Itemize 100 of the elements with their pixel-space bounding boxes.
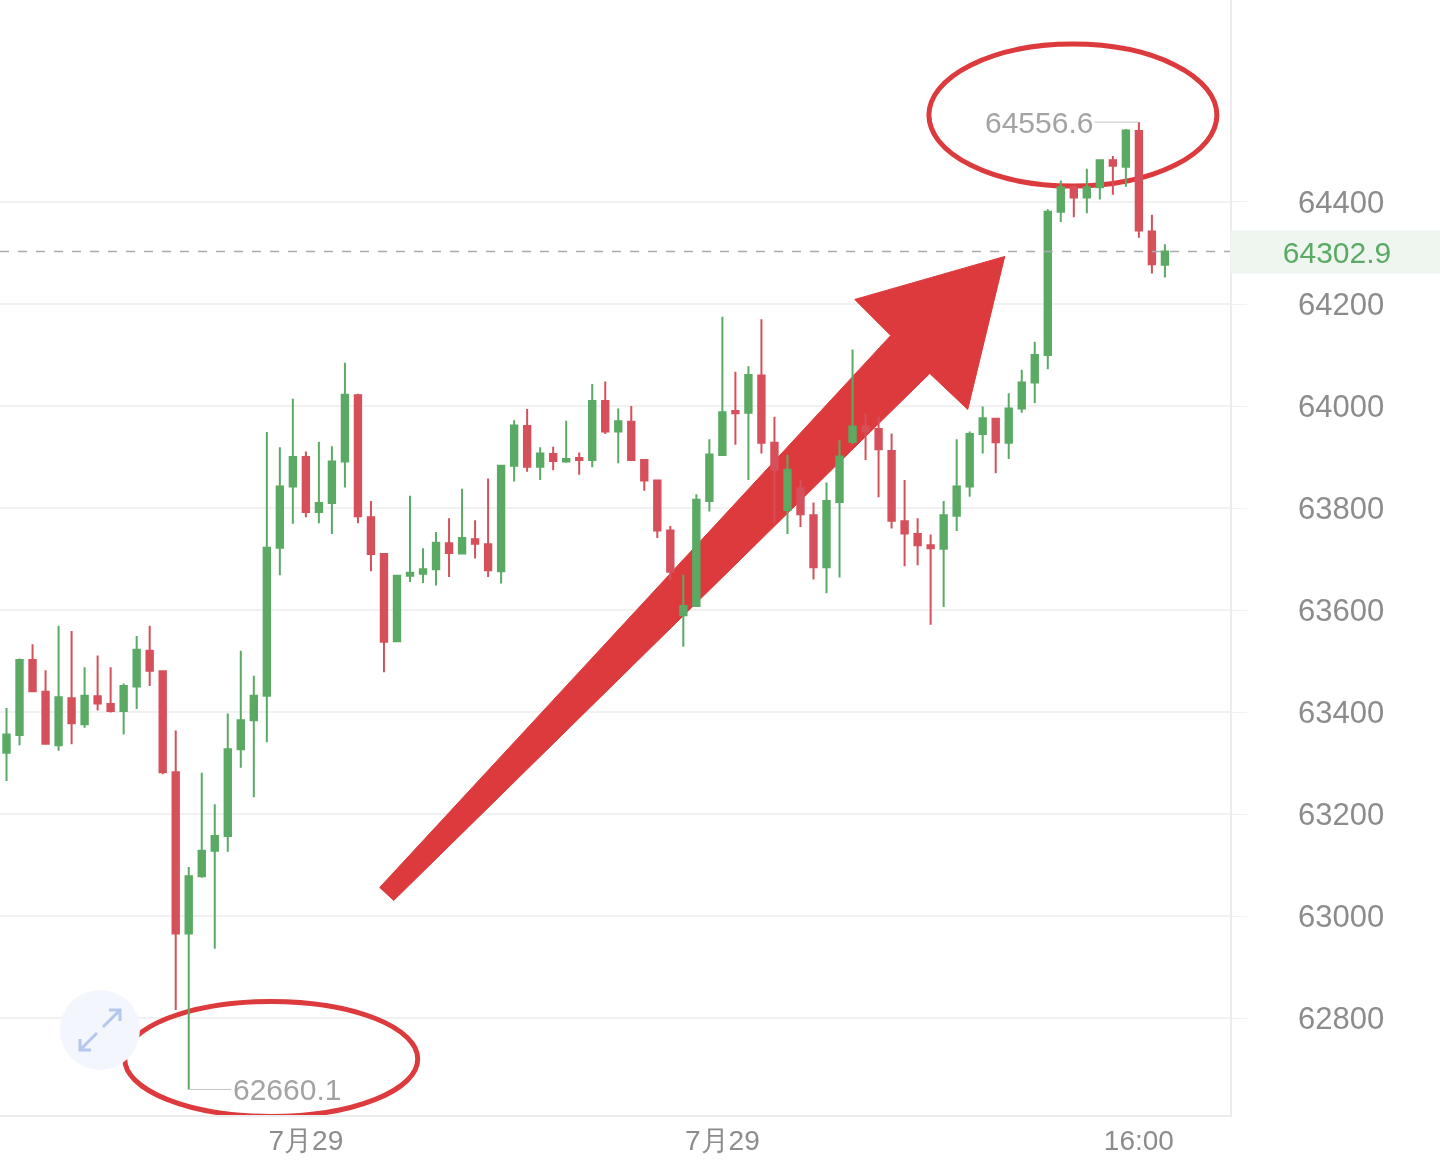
candlestick <box>548 445 558 472</box>
candlestick <box>236 649 245 769</box>
candlestick <box>718 315 727 457</box>
candlestick <box>132 635 141 710</box>
candlestick <box>926 533 935 626</box>
candlestick <box>1043 208 1052 371</box>
candlestick <box>54 624 63 752</box>
candlestick <box>640 458 649 492</box>
candlestick <box>874 415 883 499</box>
candlestick <box>913 517 922 567</box>
candlestick <box>1017 368 1026 414</box>
candlestick <box>705 438 714 513</box>
candlestick <box>614 407 623 465</box>
candlestick <box>965 430 974 498</box>
candlestick <box>197 771 206 879</box>
candlestick <box>405 494 415 583</box>
candlestick <box>562 419 571 463</box>
candlestick <box>431 531 441 587</box>
candlestick <box>340 361 350 489</box>
candlestick <box>470 519 480 560</box>
candlestick <box>848 348 857 446</box>
candlestick <box>1108 155 1118 196</box>
candlestick <box>483 477 493 578</box>
candlestick <box>392 573 402 644</box>
candlestick <box>106 666 115 714</box>
y-tick-label: 64200 <box>1297 286 1385 322</box>
candlestick <box>171 729 180 1011</box>
candlestick <box>1056 179 1065 223</box>
candlestick <box>939 499 948 608</box>
candlestick <box>575 451 584 476</box>
candlestick <box>457 487 467 556</box>
y-tick-label: 63600 <box>1297 592 1385 628</box>
candlestick <box>2 706 11 782</box>
candlestick <box>444 517 454 578</box>
candlestick <box>301 450 311 519</box>
candlestick <box>731 370 740 446</box>
candlestick <box>757 318 766 455</box>
candlestick <box>80 666 89 729</box>
candlestick <box>822 481 831 595</box>
candlestick <box>1134 121 1144 239</box>
y-tick-label: 62800 <box>1297 1000 1385 1036</box>
candlestick <box>93 654 102 712</box>
candlestick <box>1030 340 1039 404</box>
candlestick <box>509 419 519 483</box>
y-tick-label: 64000 <box>1297 388 1385 424</box>
candlestick <box>418 547 428 584</box>
ref-line-label: 64302.9 <box>1282 235 1392 269</box>
candlestick <box>366 499 376 573</box>
candlestick <box>1069 184 1078 219</box>
y-tick-label: 63200 <box>1297 796 1385 832</box>
y-tick-label: 63800 <box>1297 490 1385 526</box>
candlestick <box>835 439 844 579</box>
candlestick <box>770 415 779 524</box>
candlestick <box>1147 213 1157 275</box>
candlestick <box>679 573 688 648</box>
candlestick <box>535 446 545 481</box>
candlestick <box>796 478 805 528</box>
candlestick <box>119 682 128 736</box>
candlestick <box>900 478 909 568</box>
candlestick <box>275 446 285 577</box>
candlestick <box>588 383 597 469</box>
candlestick <box>314 440 324 525</box>
x-tick-label: 16:00 <box>1103 1125 1174 1157</box>
x-tick-label: 7月29 <box>685 1125 760 1157</box>
candlestick <box>692 493 701 608</box>
candlestick <box>41 669 50 746</box>
candlestick <box>861 412 870 462</box>
candlestick <box>158 669 167 776</box>
candlestick <box>210 803 219 950</box>
candlestick <box>496 463 506 585</box>
candlestick <box>327 445 337 536</box>
candlestick <box>1082 167 1092 215</box>
candlestick <box>627 405 636 463</box>
y-tick-label: 64400 <box>1297 184 1385 220</box>
candlestick <box>952 438 961 532</box>
candlestick <box>353 392 363 525</box>
x-tick-label: 7月29 <box>268 1125 344 1157</box>
candlestick <box>653 478 662 540</box>
candlestick <box>145 624 154 688</box>
candlestick <box>184 866 193 1091</box>
y-tick-label: 63400 <box>1297 694 1385 730</box>
candlestick <box>249 674 258 799</box>
candlestick <box>666 524 675 581</box>
candlestick <box>522 408 532 473</box>
candlestick <box>1095 158 1105 201</box>
candlestick <box>991 416 1000 475</box>
candlestick <box>223 712 232 853</box>
candlestick <box>1160 243 1170 279</box>
candlestick <box>887 432 896 530</box>
y-tick-label: 63000 <box>1297 898 1385 934</box>
candlestick <box>1121 128 1131 188</box>
candlestick <box>601 380 610 436</box>
annotation: 64556.6 <box>985 106 1094 139</box>
candlestick <box>783 453 792 536</box>
candlestick <box>262 431 272 744</box>
candlestick <box>28 643 37 693</box>
annotation: 62660.1 <box>233 1073 342 1106</box>
candlestick <box>67 629 76 746</box>
candlestick <box>379 551 389 674</box>
candlestick <box>15 657 24 747</box>
